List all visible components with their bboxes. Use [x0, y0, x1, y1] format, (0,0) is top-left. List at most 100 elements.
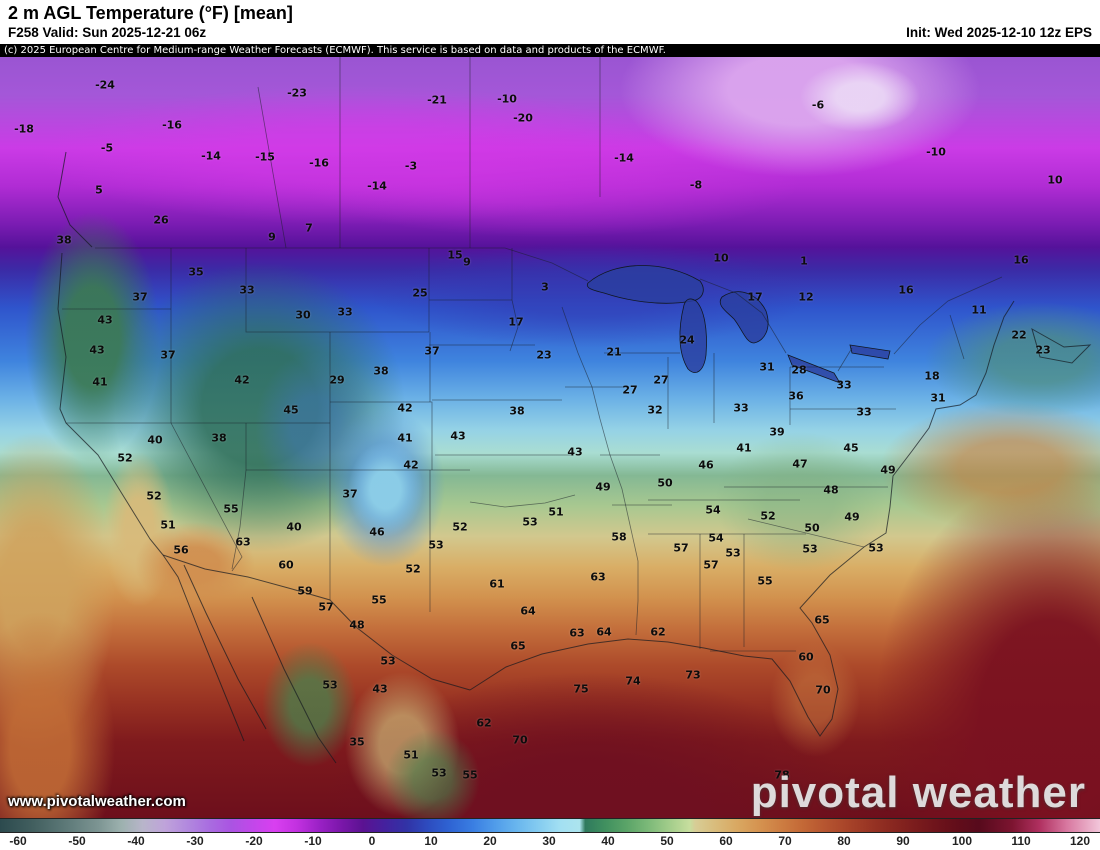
station-temp-label: 43: [450, 429, 466, 443]
station-temp-label: 26: [153, 213, 169, 227]
colorbar-tick-label: -60: [9, 834, 27, 848]
station-temp-label: -6: [811, 98, 825, 112]
temp-blob-atlantic-orange-band: [880, 402, 1100, 532]
station-temp-label: 38: [211, 431, 227, 445]
station-temp-label: 1: [800, 254, 808, 268]
station-temp-label: 41: [92, 375, 108, 389]
colorbar-gradient: [0, 818, 1100, 833]
colorbar-tick-label: 60: [719, 834, 733, 848]
station-temp-label: -14: [367, 179, 387, 193]
station-temp-label: 27: [622, 383, 638, 397]
station-temp-label: 53: [431, 766, 447, 780]
map-borders-overlay: [57, 57, 1092, 764]
station-temp-label: -5: [100, 141, 114, 155]
station-temp-label: 33: [239, 283, 255, 297]
station-temp-label: 31: [930, 391, 946, 405]
station-temp-label: 21: [606, 345, 622, 359]
station-temp-label: 73: [685, 668, 701, 682]
station-temp-label: 17: [508, 315, 524, 329]
station-temp-label: 31: [759, 360, 775, 374]
station-temp-label: -23: [287, 86, 307, 100]
station-temp-label: 64: [596, 625, 612, 639]
station-temp-label: 41: [736, 441, 752, 455]
temp-blob-socal-orange: [135, 522, 255, 607]
temperature-map[interactable]: -24 -23 -21 -10 -6 -18 -16 -20 -5 -14 -15 -16 -14 -10…: [0, 57, 1100, 818]
station-temp-label: 39: [769, 425, 785, 439]
colorbar-tick-label: -10: [304, 834, 322, 848]
station-temp-label: 65: [510, 639, 526, 653]
temp-blob-florida-orange: [770, 642, 860, 757]
station-temp-label: 9: [463, 255, 471, 269]
station-temp-label: 48: [349, 618, 365, 632]
station-temp-label: 57: [703, 558, 719, 572]
station-temp-label: 37: [342, 487, 358, 501]
colorbar-tick-label: 20: [483, 834, 497, 848]
station-temp-label: 28: [791, 363, 807, 377]
station-temp-label: 45: [283, 403, 299, 417]
station-temp-label: -15: [255, 150, 275, 164]
temp-blob-magenta-band-mid: [300, 127, 800, 237]
colorbar-tick-label: -30: [186, 834, 204, 848]
state-borders: [62, 57, 1003, 652]
colorbar-ticks: -60 -50 -40 -30 -20 -10 0 10 20 30 40 50 60 70 80 90 100…: [0, 833, 1100, 849]
station-temp-label: 41: [397, 431, 413, 445]
station-temp-label: -8: [689, 178, 703, 192]
station-temp-label: 33: [733, 401, 749, 415]
colorbar-tick-label: 50: [660, 834, 674, 848]
station-temp-label: 52: [452, 520, 468, 534]
station-temp-label: 55: [757, 574, 773, 588]
station-temp-label: -14: [614, 151, 634, 165]
temp-blob-cold-core-pale: [800, 62, 920, 132]
lake-michigan: [679, 298, 707, 373]
station-temp-label: 55: [223, 502, 239, 516]
station-temp-label: 33: [836, 378, 852, 392]
station-temp-label: 53: [428, 538, 444, 552]
station-temp-label: 46: [369, 525, 385, 539]
station-temp-label: 27: [653, 373, 669, 387]
station-temp-label: 53: [868, 541, 884, 555]
station-temp-label: 36: [788, 389, 804, 403]
great-lakes: [586, 265, 891, 384]
lake-huron: [719, 291, 769, 344]
station-temp-label: 9: [268, 230, 276, 244]
station-temp-label: 40: [147, 433, 163, 447]
colorbar-tick-label: 100: [951, 834, 973, 848]
pivotal-weather-logo: pivotal weather: [750, 768, 1086, 817]
station-temp-label: 17: [747, 290, 763, 304]
station-temp-label: 60: [798, 650, 814, 664]
station-temp-label: 42: [397, 401, 413, 415]
station-temp-label: 58: [611, 530, 627, 544]
station-temp-label: 56: [173, 543, 189, 557]
colorbar-tick-label: 80: [837, 834, 851, 848]
station-temp-label: 75: [573, 682, 589, 696]
station-temp-label: 24: [679, 333, 695, 347]
station-temp-label: 35: [349, 735, 365, 749]
station-temp-label: 47: [792, 457, 808, 471]
station-temp-label: 54: [708, 531, 724, 545]
station-temp-label: -21: [427, 93, 447, 107]
station-temp-label: 70: [815, 683, 831, 697]
station-temp-label: 51: [548, 505, 564, 519]
station-temp-label: 33: [856, 405, 872, 419]
station-temp-label: 40: [286, 520, 302, 534]
lake-ontario: [849, 344, 891, 360]
station-temp-label: 52: [760, 509, 776, 523]
stations-layer: -24 -23 -21 -10 -6 -18 -16 -20 -5 -14 -15 -16 -14 -10…: [0, 57, 1100, 818]
station-temp-label: 52: [405, 562, 421, 576]
station-temp-label: 53: [380, 654, 396, 668]
station-temp-label: 63: [235, 535, 251, 549]
station-temp-label: -3: [404, 159, 418, 173]
station-temp-label: 45: [843, 441, 859, 455]
station-temp-label: 38: [373, 364, 389, 378]
station-temp-label: 52: [117, 451, 133, 465]
colorbar-tick-label: 0: [368, 834, 376, 848]
station-temp-label: 62: [476, 716, 492, 730]
station-temp-label: 25: [412, 286, 428, 300]
station-temp-label: 55: [371, 593, 387, 607]
station-temp-label: 59: [297, 584, 313, 598]
station-temp-label: 42: [403, 458, 419, 472]
station-temp-label: 70: [512, 733, 528, 747]
temp-blob-rockies-cyan-core: [348, 442, 423, 537]
station-temp-label: 49: [844, 510, 860, 524]
station-temp-label: 63: [569, 626, 585, 640]
